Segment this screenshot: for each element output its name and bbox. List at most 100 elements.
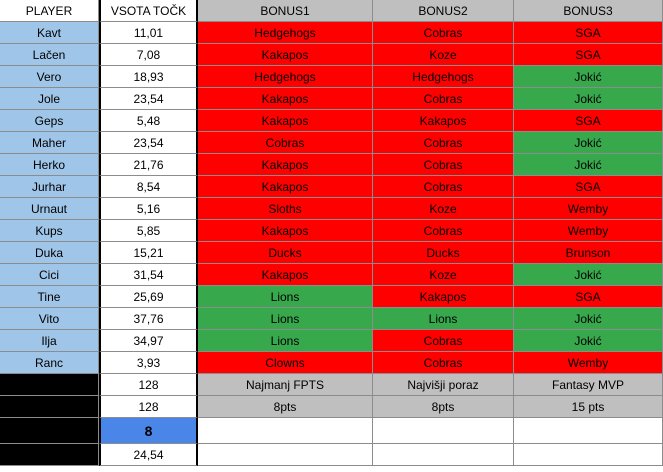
bonus1-cell[interactable]: Lions <box>198 286 373 308</box>
points-sum-cell[interactable]: 21,76 <box>99 154 198 176</box>
header-bonus3[interactable]: BONUS3 <box>514 0 663 22</box>
bonus3-cell[interactable]: Jokić <box>514 330 663 352</box>
bonus2-cell[interactable]: Cobras <box>373 132 514 154</box>
bonus1-cell[interactable]: Kakapos <box>198 264 373 286</box>
bonus3-cell[interactable]: Wemby <box>514 220 663 242</box>
bonus-points-cell[interactable]: 8pts <box>198 396 373 418</box>
bonus1-cell[interactable]: Lions <box>198 308 373 330</box>
bonus2-cell[interactable]: Ducks <box>373 242 514 264</box>
bonus1-cell[interactable]: Hedgehogs <box>198 22 373 44</box>
empty-cell[interactable] <box>514 418 663 444</box>
points-sum-cell[interactable]: 23,54 <box>99 88 198 110</box>
bonus2-cell[interactable]: Cobras <box>373 154 514 176</box>
points-sum-cell[interactable]: 34,97 <box>99 330 198 352</box>
bonus2-cell[interactable]: Kakapos <box>373 110 514 132</box>
player-name-cell[interactable]: Vito <box>0 308 99 330</box>
player-name-cell[interactable]: Ranc <box>0 352 99 374</box>
highlight-value-cell[interactable]: 8 <box>99 418 198 444</box>
points-sum-cell[interactable]: 37,76 <box>99 308 198 330</box>
bonus-title-cell[interactable]: Fantasy MVP <box>514 374 663 396</box>
bonus1-cell[interactable]: Lions <box>198 330 373 352</box>
bonus1-cell[interactable]: Kakapos <box>198 154 373 176</box>
bonus3-cell[interactable]: Jokić <box>514 154 663 176</box>
bonus3-cell[interactable]: Jokić <box>514 132 663 154</box>
bonus2-cell[interactable]: Cobras <box>373 220 514 242</box>
bonus3-cell[interactable]: SGA <box>514 110 663 132</box>
bonus2-cell[interactable]: Koze <box>373 44 514 66</box>
bonus3-cell[interactable]: SGA <box>514 176 663 198</box>
empty-cell[interactable] <box>198 444 373 466</box>
points-sum-cell[interactable]: 18,93 <box>99 66 198 88</box>
points-sum-cell[interactable]: 23,54 <box>99 132 198 154</box>
player-name-cell[interactable]: Vero <box>0 66 99 88</box>
footer-sum-cell[interactable]: 128 <box>99 396 198 418</box>
empty-cell[interactable] <box>514 444 663 466</box>
bonus2-cell[interactable]: Cobras <box>373 88 514 110</box>
bonus1-cell[interactable]: Hedgehogs <box>198 66 373 88</box>
points-sum-cell[interactable]: 8,54 <box>99 176 198 198</box>
bonus3-cell[interactable]: SGA <box>514 22 663 44</box>
header-player[interactable]: PLAYER <box>0 0 99 22</box>
bonus3-cell[interactable]: Jokić <box>514 88 663 110</box>
player-name-cell[interactable]: Urnaut <box>0 198 99 220</box>
points-sum-cell[interactable]: 31,54 <box>99 264 198 286</box>
bonus-title-cell[interactable]: Najvišji poraz <box>373 374 514 396</box>
bonus1-cell[interactable]: Clowns <box>198 352 373 374</box>
player-name-cell[interactable]: Kavt <box>0 22 99 44</box>
player-name-cell[interactable]: Geps <box>0 110 99 132</box>
bonus1-cell[interactable]: Ducks <box>198 242 373 264</box>
empty-cell[interactable] <box>373 418 514 444</box>
bonus1-cell[interactable]: Kakapos <box>198 176 373 198</box>
bonus3-cell[interactable]: Brunson <box>514 242 663 264</box>
bonus3-cell[interactable]: Wemby <box>514 352 663 374</box>
bonus2-cell[interactable]: Lions <box>373 308 514 330</box>
player-name-cell[interactable]: Duka <box>0 242 99 264</box>
bonus2-cell[interactable]: Cobras <box>373 176 514 198</box>
bonus-points-cell[interactable]: 8pts <box>373 396 514 418</box>
points-sum-cell[interactable]: 5,48 <box>99 110 198 132</box>
player-name-cell[interactable]: Cici <box>0 264 99 286</box>
player-name-cell[interactable]: Ilja <box>0 330 99 352</box>
bonus2-cell[interactable]: Cobras <box>373 330 514 352</box>
bonus1-cell[interactable]: Kakapos <box>198 88 373 110</box>
points-sum-cell[interactable]: 5,85 <box>99 220 198 242</box>
bonus2-cell[interactable]: Koze <box>373 264 514 286</box>
bonus1-cell[interactable]: Kakapos <box>198 44 373 66</box>
empty-cell[interactable] <box>198 418 373 444</box>
points-sum-cell[interactable]: 11,01 <box>99 22 198 44</box>
player-name-cell[interactable]: Jurhar <box>0 176 99 198</box>
points-sum-cell[interactable]: 7,08 <box>99 44 198 66</box>
player-name-cell[interactable]: Maher <box>0 132 99 154</box>
header-bonus1[interactable]: BONUS1 <box>198 0 373 22</box>
bonus1-cell[interactable]: Sloths <box>198 198 373 220</box>
header-sum[interactable]: VSOTA TOČK <box>99 0 198 22</box>
player-name-cell[interactable]: Kups <box>0 220 99 242</box>
points-sum-cell[interactable]: 25,69 <box>99 286 198 308</box>
bonus-points-cell[interactable]: 15 pts <box>514 396 663 418</box>
bonus3-cell[interactable]: Jokić <box>514 308 663 330</box>
bonus3-cell[interactable]: SGA <box>514 44 663 66</box>
points-sum-cell[interactable]: 3,93 <box>99 352 198 374</box>
player-name-cell[interactable]: Herko <box>0 154 99 176</box>
bonus1-cell[interactable]: Cobras <box>198 132 373 154</box>
bonus3-cell[interactable]: Wemby <box>514 198 663 220</box>
header-bonus2[interactable]: BONUS2 <box>373 0 514 22</box>
footer-sum-cell[interactable]: 128 <box>99 374 198 396</box>
bonus2-cell[interactable]: Hedgehogs <box>373 66 514 88</box>
player-name-cell[interactable]: Tine <box>0 286 99 308</box>
footer-sum-cell[interactable]: 24,54 <box>99 444 198 466</box>
points-sum-cell[interactable]: 15,21 <box>99 242 198 264</box>
bonus1-cell[interactable]: Kakapos <box>198 220 373 242</box>
bonus3-cell[interactable]: SGA <box>514 286 663 308</box>
player-name-cell[interactable]: Lačen <box>0 44 99 66</box>
empty-cell[interactable] <box>373 444 514 466</box>
bonus3-cell[interactable]: Jokić <box>514 66 663 88</box>
bonus2-cell[interactable]: Koze <box>373 198 514 220</box>
bonus2-cell[interactable]: Cobras <box>373 22 514 44</box>
points-sum-cell[interactable]: 5,16 <box>99 198 198 220</box>
bonus2-cell[interactable]: Cobras <box>373 352 514 374</box>
player-name-cell[interactable]: Jole <box>0 88 99 110</box>
bonus-title-cell[interactable]: Najmanj FPTS <box>198 374 373 396</box>
bonus2-cell[interactable]: Kakapos <box>373 286 514 308</box>
bonus1-cell[interactable]: Kakapos <box>198 110 373 132</box>
